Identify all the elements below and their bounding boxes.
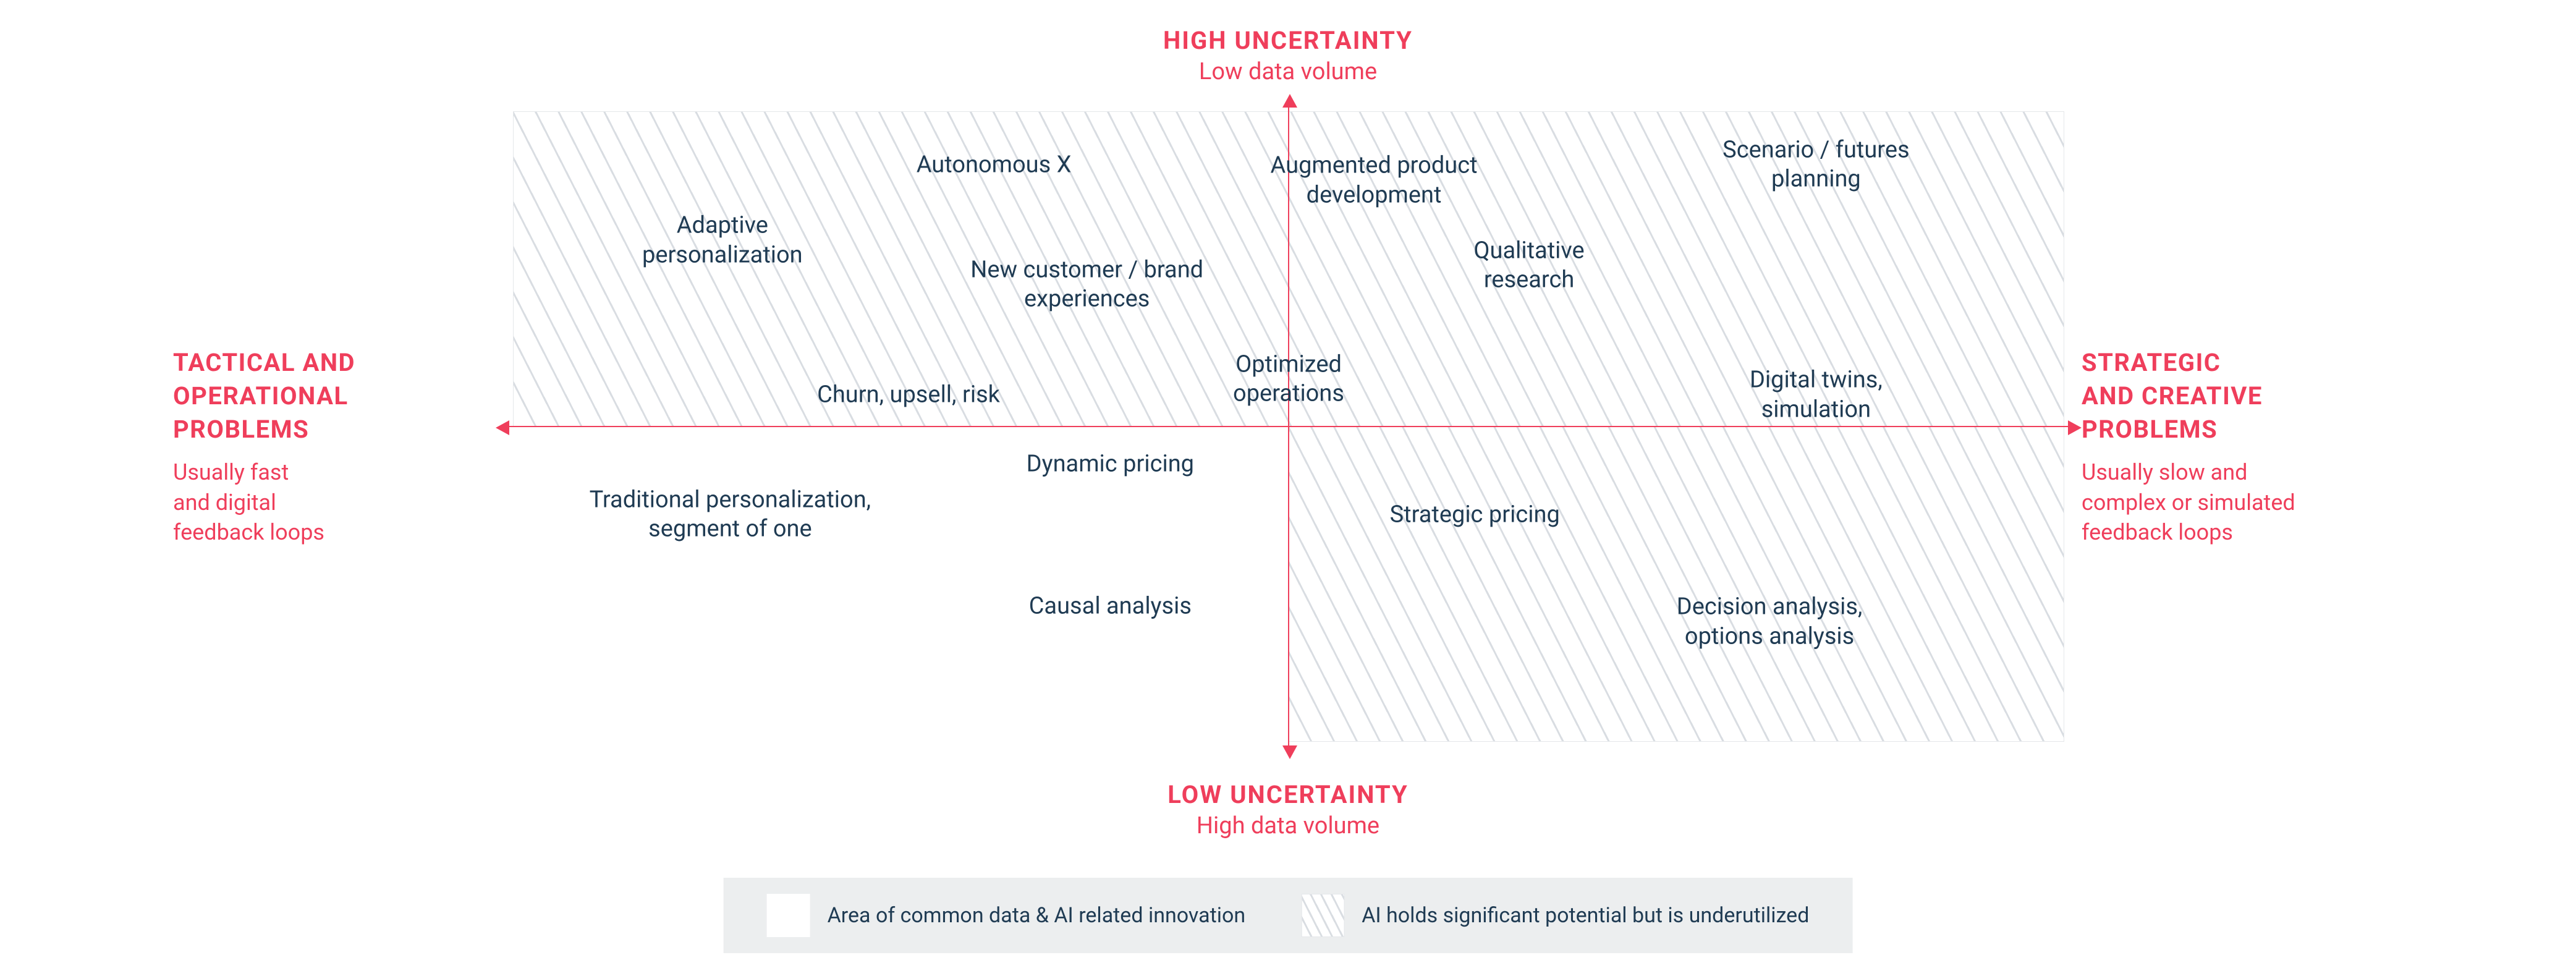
quadrant-label: Qualitative research [1473, 236, 1584, 295]
axis-top-label: HIGH UNCERTAINTY Low data volume [1163, 25, 1413, 87]
quadrant-label: Optimized operations [1233, 350, 1344, 409]
quadrant-label: Churn, upsell, risk [817, 380, 1000, 410]
arrow-up-icon [1282, 94, 1297, 108]
quadrant-label: Decision analysis, options analysis [1677, 593, 1863, 652]
plot-area: Adaptive personalization Autonomous X New … [513, 111, 2064, 742]
axis-right-sub: Usually slow and complex or simulated fe… [2082, 457, 2403, 548]
arrow-down-icon [1282, 745, 1297, 759]
legend-label-plain: Area of common data & AI related innovat… [828, 903, 1246, 928]
quadrant-label: Traditional personalization, segment of … [590, 485, 871, 544]
axis-top-title: HIGH UNCERTAINTY [1163, 25, 1413, 57]
legend-swatch-hatched [1301, 894, 1344, 937]
axis-right-title: STRATEGIC AND CREATIVE PROBLEMS [2082, 346, 2403, 446]
axis-bottom-sub: High data volume [1167, 811, 1408, 841]
quadrant-label: Scenario / futures planning [1692, 135, 1941, 194]
axis-bottom-label: LOW UNCERTAINTY High data volume [1167, 779, 1408, 841]
arrow-left-icon [496, 420, 509, 435]
axis-left-label: TACTICAL AND OPERATIONAL PROBLEMS Usuall… [173, 346, 494, 548]
axis-bottom-title: LOW UNCERTAINTY [1167, 779, 1408, 811]
quadrant-chart: HIGH UNCERTAINTY Low data volume LOW UNC… [0, 0, 2576, 968]
quadrant-label: Digital twins, simulation [1750, 366, 1883, 425]
quadrant-label: Adaptive personalization [642, 211, 803, 270]
axis-top-sub: Low data volume [1163, 57, 1413, 87]
quadrant-label: Augmented product development [1271, 151, 1478, 210]
legend: Area of common data & AI related innovat… [724, 878, 1853, 953]
legend-item-plain: Area of common data & AI related innovat… [767, 894, 1246, 937]
axis-right-label: STRATEGIC AND CREATIVE PROBLEMS Usually … [2082, 346, 2403, 548]
quadrant-label: New customer / brand experiences [970, 255, 1203, 314]
quadrant-label: Causal analysis [1029, 592, 1192, 621]
quadrant-label: Autonomous X [917, 150, 1072, 180]
legend-label-hatched: AI holds significant potential but is un… [1362, 903, 1809, 928]
legend-item-hatched: AI holds significant potential but is un… [1301, 894, 1809, 937]
axis-left-sub: Usually fast and digital feedback loops [173, 457, 494, 548]
legend-swatch-plain [767, 894, 810, 937]
quadrant-label: Dynamic pricing [1027, 449, 1194, 479]
quadrant-label: Strategic pricing [1390, 500, 1560, 530]
arrow-right-icon [2068, 420, 2082, 435]
axis-left-title: TACTICAL AND OPERATIONAL PROBLEMS [173, 346, 494, 446]
